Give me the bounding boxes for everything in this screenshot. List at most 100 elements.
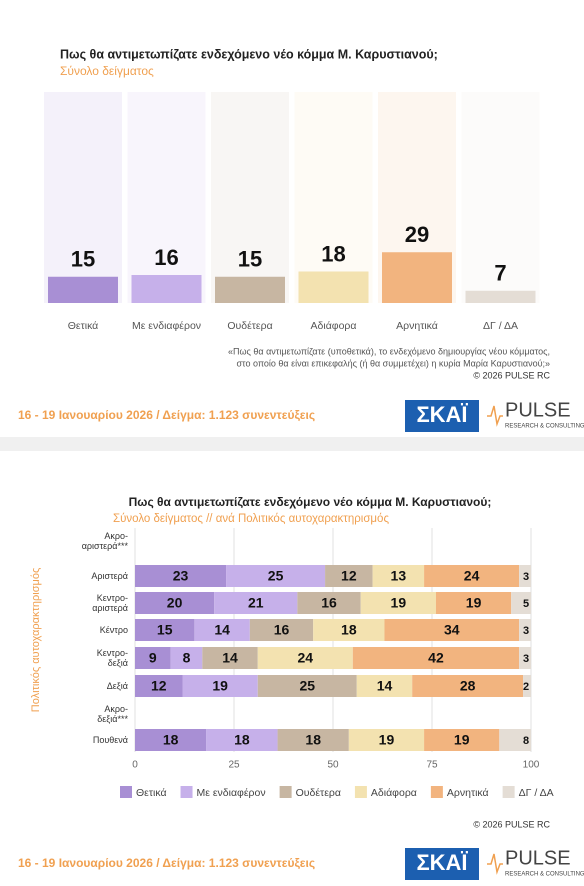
value-label: 18 — [305, 732, 321, 748]
legend-swatch — [430, 786, 443, 798]
value-label: 20 — [167, 595, 183, 611]
value-label: 16 — [274, 622, 290, 638]
bar-segment — [135, 619, 195, 641]
chart-title: Πως θα αντιμετωπίζατε ενδεχόμενο νέο κόμ… — [129, 495, 492, 509]
y-axis-label: Πολιτικός αυτοχαρακτηρισμός — [30, 568, 42, 712]
bar-segment — [297, 592, 361, 614]
value-label: 8 — [523, 735, 529, 747]
x-tick-label: 50 — [327, 760, 339, 771]
legend-label: ΔΓ / ΔΑ — [519, 787, 554, 799]
x-tick-label: 100 — [523, 760, 540, 771]
value-label: 2 — [523, 681, 529, 693]
y-tick-label: Κεντρο- αριστερά — [92, 593, 128, 613]
bar-segment — [325, 565, 373, 587]
logo-pulse: PULSE — [505, 847, 571, 869]
legend-swatch — [120, 786, 132, 798]
logo-box — [405, 400, 479, 432]
bar-segment — [360, 592, 436, 614]
value-label: 12 — [341, 568, 357, 584]
category-label: Με ενδιαφέρον — [132, 320, 201, 332]
value-label: 13 — [391, 568, 407, 584]
legend-label: Θετικά — [136, 787, 167, 799]
bar-segment — [249, 619, 314, 641]
bar-segment — [372, 565, 425, 587]
bar-segment — [352, 647, 520, 669]
legend-label: Με ενδιαφέρον — [197, 787, 266, 799]
y-tick-label: Κέντρο — [99, 625, 128, 635]
bar-segment — [348, 729, 425, 751]
chart-subtitle: Σύνολο δείγματος // ανά Πολιτικός αυτοχα… — [113, 513, 389, 525]
value-label: 14 — [377, 678, 393, 694]
bar-segment — [135, 592, 215, 614]
legend-swatch — [502, 786, 515, 798]
bar-segment — [214, 592, 298, 614]
bar — [48, 276, 118, 303]
footer: 16 - 19 Ιανουαρίου 2026 / Δείγμα: 1.123 … — [18, 408, 315, 422]
column-background — [294, 92, 373, 303]
separator — [0, 437, 584, 451]
bar-segment — [182, 675, 258, 697]
value-label: 18 — [163, 732, 179, 748]
bar-segment — [135, 565, 227, 587]
legend-swatch — [180, 786, 193, 798]
bar-segment — [523, 675, 531, 697]
x-tick-label: 75 — [426, 760, 438, 771]
logo-pulse-wave — [487, 853, 503, 875]
bar-segment — [519, 565, 531, 587]
chart-title: Πως θα αντιμετωπίζατε ενδεχόμενο νέο κόμ… — [60, 47, 438, 61]
column-background — [44, 92, 122, 303]
bar-segment — [135, 729, 207, 751]
x-tick-label: 25 — [228, 760, 240, 771]
bar-segment — [519, 619, 531, 641]
value-label: 19 — [391, 595, 407, 611]
note: στο οποίο θα είναι επικεφαλής (ή θα συμμ… — [236, 358, 550, 368]
value-label: 7 — [494, 261, 506, 286]
footer: 16 - 19 Ιανουαρίου 2026 / Δείγμα: 1.123 … — [18, 856, 315, 870]
bar-segment — [206, 729, 278, 751]
value-label: 24 — [297, 650, 313, 666]
value-label: 19 — [454, 732, 470, 748]
bar — [131, 275, 202, 303]
logo-pulse-wave — [487, 405, 503, 427]
note: «Πως θα αντιμετωπίζατε (υποθετικά), το ε… — [228, 346, 550, 356]
column-background — [127, 92, 206, 303]
y-tick-label: Ακρο- δεξιά*** — [97, 704, 128, 724]
bar-segment — [257, 647, 353, 669]
value-label: 18 — [234, 732, 250, 748]
value-label: 24 — [464, 568, 480, 584]
logo-skai: ΣΚΑΪ — [416, 850, 468, 875]
bar-segment — [511, 592, 531, 614]
bar-segment — [170, 647, 203, 669]
bar-segment — [384, 619, 520, 641]
value-label: 16 — [321, 595, 337, 611]
bar-segment — [202, 647, 258, 669]
column-background — [211, 92, 289, 303]
x-tick-label: 0 — [132, 760, 138, 771]
legend-label: Αρνητικά — [447, 787, 489, 799]
logo-pulse: PULSE — [505, 399, 571, 421]
value-label: 29 — [405, 222, 429, 247]
bar-segment — [313, 619, 385, 641]
value-label: 15 — [71, 247, 95, 272]
value-label: 28 — [460, 678, 476, 694]
value-label: 19 — [212, 678, 228, 694]
y-tick-label: Δεξιά — [106, 681, 128, 691]
category-label: Θετικά — [68, 320, 99, 332]
legend-label: Ουδέτερα — [296, 787, 341, 799]
legend-swatch — [279, 786, 292, 798]
y-tick-label: Ακρο- αριστερά*** — [81, 531, 128, 551]
bar — [215, 276, 285, 303]
legend-label: Αδιάφορα — [371, 787, 417, 799]
copyright: © 2026 PULSE RC — [473, 819, 550, 829]
value-label: 34 — [444, 622, 460, 638]
category-label: Αρνητικά — [396, 320, 438, 332]
y-tick-label: Πουθενά — [92, 735, 128, 745]
bar-segment — [135, 647, 171, 669]
value-label: 3 — [523, 653, 529, 665]
value-label: 42 — [428, 650, 444, 666]
value-label: 18 — [341, 622, 357, 638]
logo-skai: ΣΚΑΪ — [416, 402, 468, 427]
value-label: 5 — [523, 598, 529, 610]
bar — [382, 252, 452, 303]
bar-segment — [519, 647, 531, 669]
